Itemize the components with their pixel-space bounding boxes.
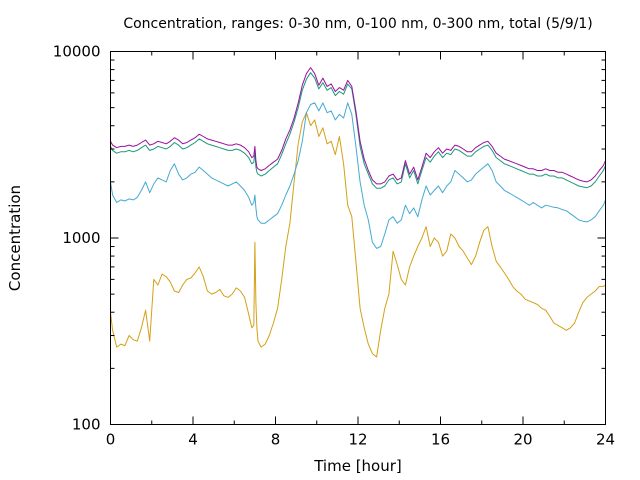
ticks-layer [110,51,606,425]
series-line-2 [110,102,606,249]
x-tick-label: 24 [596,431,615,449]
x-tick-label: 0 [106,431,116,449]
plot-frame [110,51,606,425]
x-tick-label: 12 [348,431,367,449]
chart-title: Concentration, ranges: 0-30 nm, 0-100 nm… [123,16,592,32]
x-tick-label: 8 [271,431,281,449]
y-tick-label: 10000 [53,43,101,61]
series-layer [110,67,606,358]
x-tick-label: 16 [431,431,450,449]
y-tick-label: 100 [72,416,101,434]
tick-labels-layer: 0 4 8 12 16 20 24 100 1000 10000 [53,43,615,449]
series-line-4 [110,67,606,185]
y-tick-label: 1000 [62,229,100,247]
series-line-1 [110,112,606,358]
series-line-3 [110,72,606,189]
y-axis-label: Concentration [6,185,24,291]
x-tick-label: 4 [188,431,198,449]
x-axis-label: Time [hour] [313,457,402,475]
x-tick-label: 20 [513,431,532,449]
